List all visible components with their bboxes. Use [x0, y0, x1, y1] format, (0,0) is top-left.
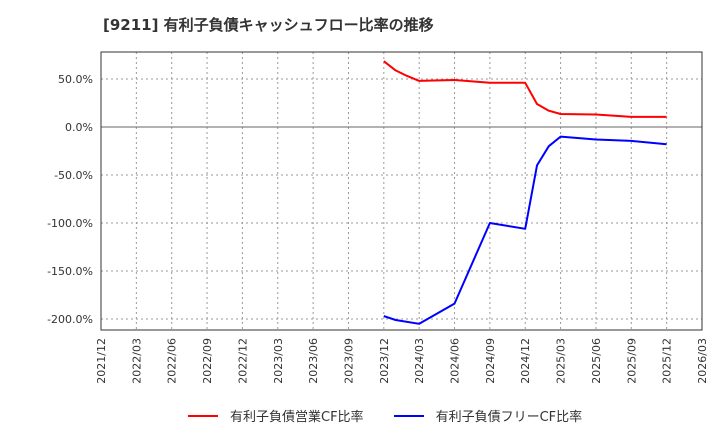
plot-frame — [100, 51, 703, 331]
x-tick-label: 2022/09 — [201, 338, 214, 384]
legend-swatch-red — [188, 414, 218, 417]
y-tick-label: 0.0% — [65, 121, 93, 134]
grid-lines — [101, 52, 702, 330]
legend-label: 有利子負債営業CF比率 — [230, 410, 364, 425]
x-tick-label: 2022/12 — [236, 338, 249, 384]
y-tick-label: -150.0% — [47, 265, 93, 278]
x-tick-label: 2024/06 — [449, 338, 462, 384]
legend-label: 有利子負債フリーCF比率 — [435, 410, 583, 425]
x-tick-label: 2025/09 — [625, 338, 638, 384]
x-tick-label: 2023/09 — [342, 338, 355, 384]
x-tick-label: 2025/12 — [661, 338, 674, 384]
y-tick-label: 50.0% — [58, 73, 93, 86]
free-cf-ratio-line — [383, 135, 667, 325]
x-tick-label: 2024/12 — [519, 338, 532, 384]
x-tick-label: 2023/06 — [307, 338, 320, 384]
x-tick-label: 2026/03 — [696, 338, 709, 384]
legend-item-operating-cf: 有利子負債営業CF比率 — [188, 406, 364, 425]
y-tick-label: -100.0% — [47, 217, 93, 230]
x-tick-label: 2025/06 — [590, 338, 603, 384]
legend-item-free-cf: 有利子負債フリーCF比率 — [393, 406, 583, 425]
x-tick-label: 2022/06 — [166, 338, 179, 384]
x-tick-label: 2023/12 — [378, 338, 391, 384]
x-tick-label: 2023/03 — [272, 338, 285, 384]
legend-swatch-blue — [393, 414, 424, 417]
x-tick-label: 2021/12 — [95, 338, 108, 384]
y-axis: 50.0% 0.0% -50.0% -100.0% -150.0% -200.0% — [47, 73, 93, 326]
y-tick-label: -200.0% — [47, 313, 93, 326]
chart-title: [9211] 有利子負債キャッシュフロー比率の推移 — [103, 16, 434, 34]
y-tick-label: -50.0% — [54, 169, 93, 182]
x-tick-label: 2024/09 — [484, 338, 497, 384]
x-axis: 2021/12 2022/03 2022/06 2022/09 2022/12 2023/… — [95, 338, 709, 384]
operating-cf-ratio-line — [383, 60, 667, 118]
data-series — [383, 60, 667, 325]
legend: 有利子負債営業CF比率 有利子負債フリーCF比率 — [188, 406, 612, 425]
x-tick-label: 2024/03 — [413, 338, 426, 384]
x-tick-label: 2025/03 — [555, 338, 568, 384]
x-tick-label: 2022/03 — [130, 338, 143, 384]
